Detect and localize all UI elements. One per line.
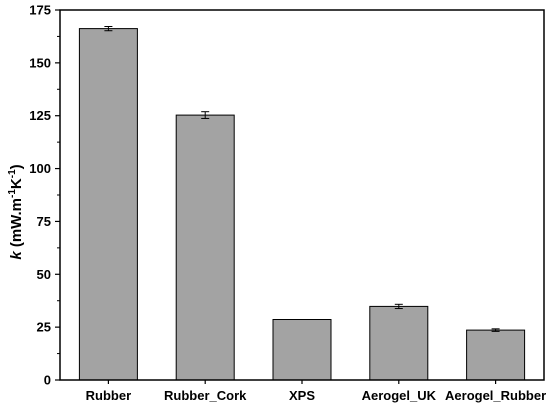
svg-text:k (mW.m-1K-1): k (mW.m-1K-1) <box>7 164 25 259</box>
error-bar-aerogel-rubber <box>491 328 500 332</box>
y-tick-label: 75 <box>37 214 51 229</box>
x-tick-label: Rubber <box>86 388 132 403</box>
y-axis-unit-prefix: (mW.m <box>8 198 25 251</box>
y-axis-symbol: k <box>8 251 25 260</box>
y-tick-label: 50 <box>37 267 51 282</box>
y-tick-label: 0 <box>44 373 51 388</box>
y-tick-label: 125 <box>29 108 51 123</box>
bar-rubber <box>78 28 138 381</box>
y-axis-unit-suffix: ) <box>8 164 25 169</box>
x-tick-label: Rubber_Cork <box>164 388 247 403</box>
error-bar-rubber-cork <box>201 111 210 119</box>
y-tick-label: 25 <box>37 320 51 335</box>
y-tick-label: 150 <box>29 55 51 70</box>
x-tick-label: XPS <box>289 388 315 403</box>
y-axis-unit-mid: K <box>8 178 25 189</box>
bar-xps <box>272 319 332 381</box>
error-bar-aerogel-uk <box>394 303 403 310</box>
y-tick-label: 175 <box>29 3 51 18</box>
x-tick-label: Aerogel_UK <box>362 388 437 403</box>
bar-aerogel-uk <box>369 305 429 381</box>
bar-aerogel-rubber <box>466 329 526 381</box>
y-axis-exp2: -1 <box>7 169 18 178</box>
x-tick-label: Aerogel_Rubber <box>445 388 546 403</box>
y-tick-label: 100 <box>29 161 51 176</box>
y-axis-title: k (mW.m-1K-1) <box>7 164 25 259</box>
bar-rubber-cork <box>175 114 235 381</box>
error-bar-rubber <box>104 25 113 32</box>
y-axis-exp1: -1 <box>7 189 18 198</box>
